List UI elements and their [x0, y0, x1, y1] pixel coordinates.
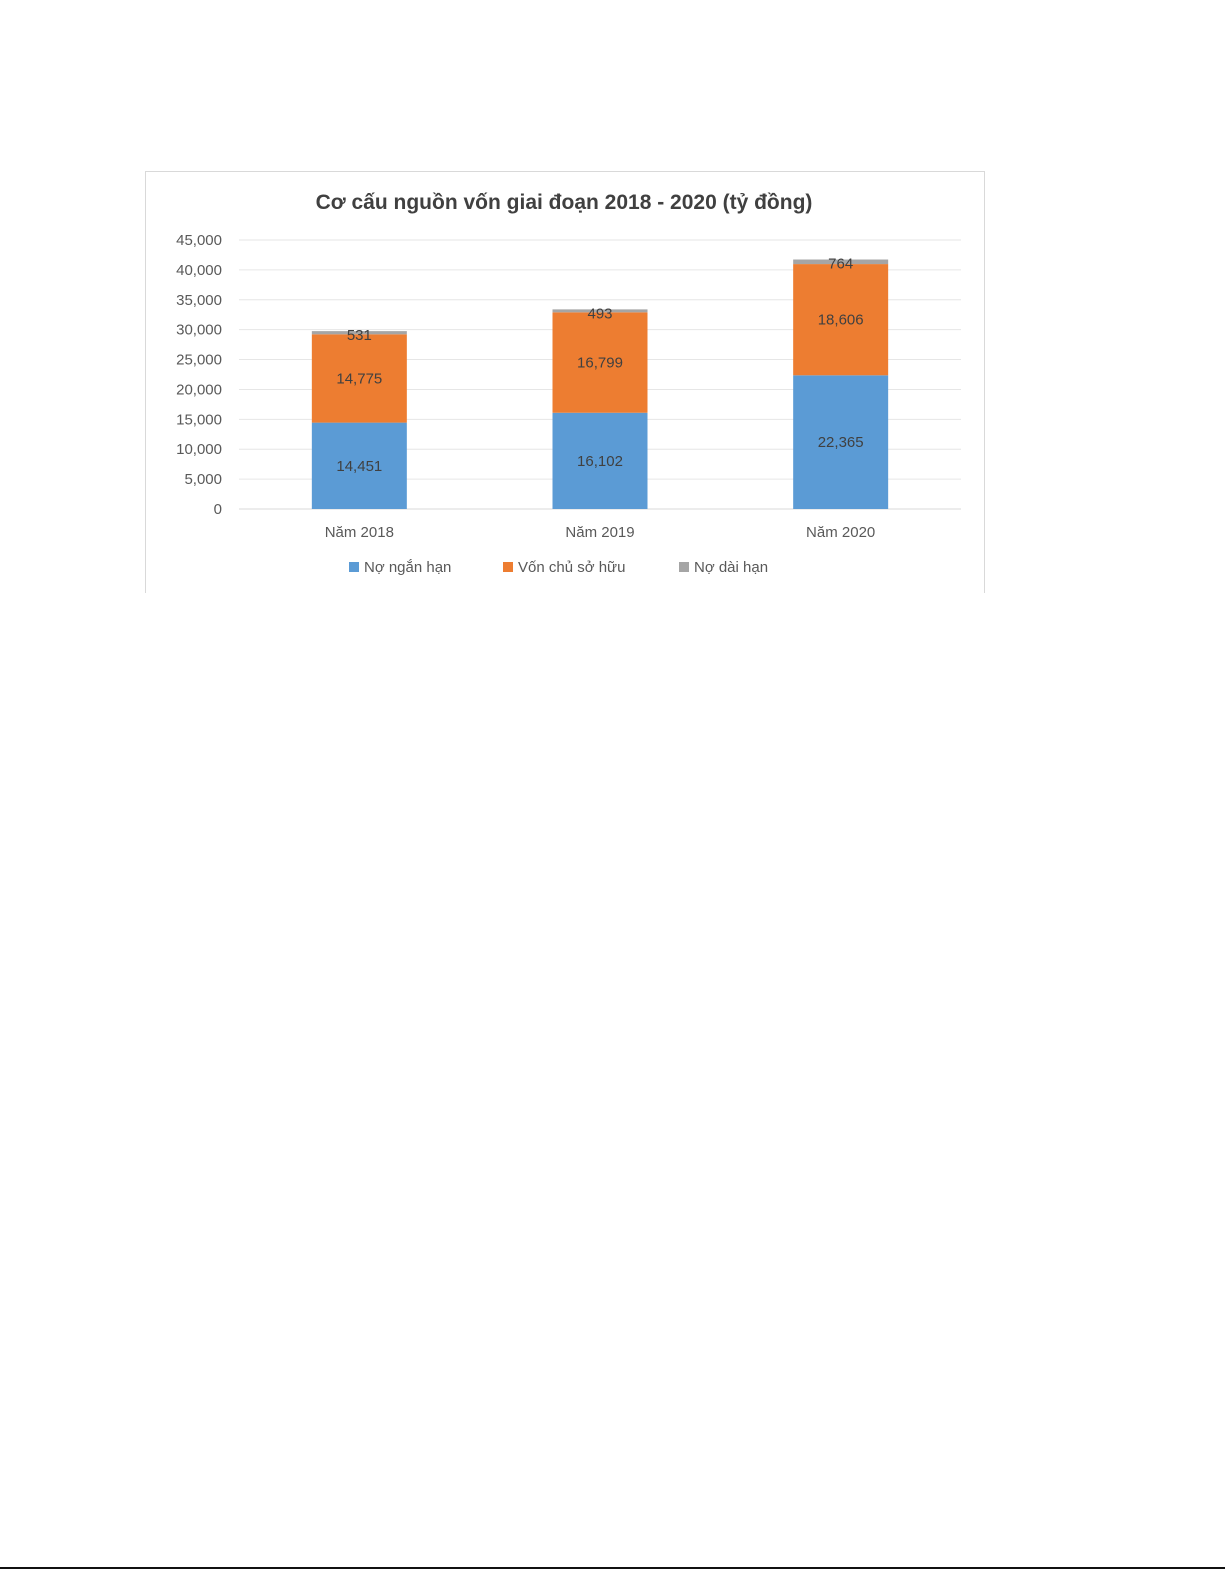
page-footer-rule — [0, 1567, 1225, 1569]
data-label: 764 — [828, 256, 853, 273]
data-label: 531 — [347, 327, 372, 344]
y-tick-label: 35,000 — [176, 292, 222, 309]
data-label: 493 — [587, 305, 612, 322]
data-label: 22,365 — [818, 434, 864, 451]
y-tick-label: 5,000 — [184, 471, 222, 488]
bar-segment — [793, 264, 889, 376]
y-axis-ticks: 0 5,000 10,000 15,000 20,000 25,000 30,000 35,0… — [176, 232, 222, 518]
stacked-bar-chart: Cơ cấu nguồn vốn giai đoạn 2018 - 2020 (… — [176, 191, 961, 576]
data-label: 18,606 — [818, 312, 864, 329]
x-tick-label: Năm 2020 — [806, 524, 875, 541]
data-label: 14,775 — [336, 370, 382, 387]
bar-segment — [552, 412, 648, 509]
bar-segment — [793, 259, 889, 265]
chart-title: Cơ cấu nguồn vốn giai đoạn 2018 - 2020 (… — [316, 191, 813, 214]
y-tick-label: 45,000 — [176, 232, 222, 249]
bar-segment — [311, 334, 407, 423]
data-label: 16,799 — [577, 355, 623, 372]
bar-segment — [311, 422, 407, 509]
y-tick-label: 15,000 — [176, 411, 222, 428]
y-tick-label: 0 — [214, 501, 222, 518]
y-tick-label: 20,000 — [176, 381, 222, 398]
x-tick-label: Năm 2019 — [565, 524, 634, 541]
legend-label: Vốn chủ sở hữu — [518, 559, 625, 576]
bar-segment — [311, 331, 407, 335]
legend-swatch — [503, 562, 513, 572]
bar-segment — [552, 312, 648, 413]
chart-frame: Cơ cấu nguồn vốn giai đoạn 2018 - 2020 (… — [145, 171, 985, 593]
x-tick-label: Năm 2018 — [325, 524, 394, 541]
legend-swatch — [679, 562, 689, 572]
bar-segment — [552, 309, 648, 313]
bars: 14,451 14,775 531 16,102 16,799 493 22,365 18,6… — [311, 256, 889, 509]
y-tick-label: 40,000 — [176, 262, 222, 279]
bar-segment — [793, 375, 889, 509]
legend-swatch — [349, 562, 359, 572]
data-label: 14,451 — [336, 458, 382, 475]
x-axis-ticks: Năm 2018 Năm 2019 Năm 2020 — [325, 524, 876, 541]
data-label: 16,102 — [577, 453, 623, 470]
legend-label: Nợ dài hạn — [694, 559, 768, 576]
y-tick-label: 25,000 — [176, 352, 222, 369]
y-tick-label: 30,000 — [176, 322, 222, 339]
legend: Nợ ngắn hạn Vốn chủ sở hữu Nợ dài hạn — [349, 559, 768, 576]
y-tick-label: 10,000 — [176, 441, 222, 458]
legend-label: Nợ ngắn hạn — [364, 559, 451, 576]
